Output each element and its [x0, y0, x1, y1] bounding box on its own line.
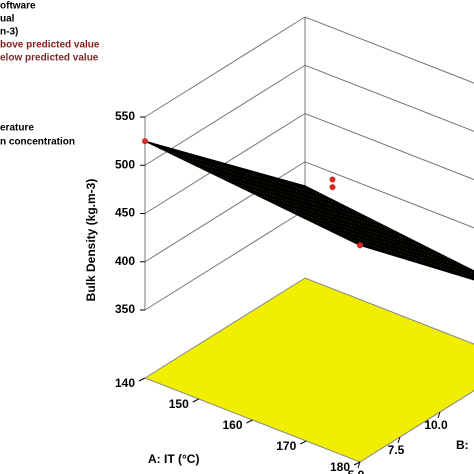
z-tick-label: 500: [115, 157, 135, 171]
floor: [143, 277, 474, 463]
x-tick-label: 180: [330, 460, 350, 474]
surface: [144, 140, 474, 281]
design-point: [142, 138, 148, 145]
z-tick-label: 400: [115, 254, 135, 268]
x-tick-label: 140: [115, 376, 135, 390]
y-tick-label: 7.5: [388, 443, 405, 457]
legend-text: ual: [0, 14, 15, 25]
y-tick: [357, 461, 361, 469]
surface-mesh: [306, 219, 467, 268]
z-tick-label: 350: [115, 302, 135, 316]
legend-text: n concentration: [0, 137, 75, 148]
grid-line: [144, 161, 474, 263]
legend-text: bove predicted value: [0, 40, 100, 51]
surface-mesh: [234, 184, 395, 232]
y-tick: [437, 411, 441, 419]
surface-mesh: [288, 210, 449, 259]
surface-mesh: [198, 166, 359, 214]
design-point: [329, 176, 336, 183]
design-point: [329, 184, 336, 191]
legend-text: n-3): [0, 27, 18, 38]
z-tick-label: 550: [115, 109, 135, 123]
x-tick-label: 150: [169, 397, 189, 411]
surface-mesh: [270, 201, 431, 250]
grid-line: [144, 112, 474, 214]
surface-mesh: [252, 193, 413, 241]
y-tick-label: 5.0: [348, 468, 365, 474]
y-tick: [397, 436, 401, 444]
legend-text: elow predicted value: [0, 53, 99, 64]
x-axis-label: A: IT (°C): [148, 452, 199, 466]
x-tick: [353, 461, 361, 466]
design-point: [357, 242, 363, 249]
x-tick: [300, 440, 307, 445]
x-tick: [138, 377, 146, 382]
x-tick-label: 170: [276, 439, 296, 453]
legend-text: oftware: [0, 1, 36, 12]
surface-mesh: [162, 149, 323, 196]
grid-line: [144, 64, 474, 166]
surface-mesh: [324, 227, 474, 274]
surface-mesh: [342, 236, 474, 277]
z-tick-label: 450: [115, 206, 135, 220]
surface-mesh: [216, 175, 377, 223]
y-tick-label: 10.0: [424, 418, 448, 432]
x-tick-label: 160: [222, 418, 242, 432]
z-axis-label: Bulk Density (kg.m-3): [84, 179, 98, 302]
legend-text: erature: [0, 123, 34, 134]
surface-mesh: [180, 158, 341, 205]
y-axis-label: B:: [456, 438, 469, 452]
x-tick: [246, 419, 253, 424]
x-tick: [192, 398, 199, 403]
grid-line: [144, 16, 474, 118]
